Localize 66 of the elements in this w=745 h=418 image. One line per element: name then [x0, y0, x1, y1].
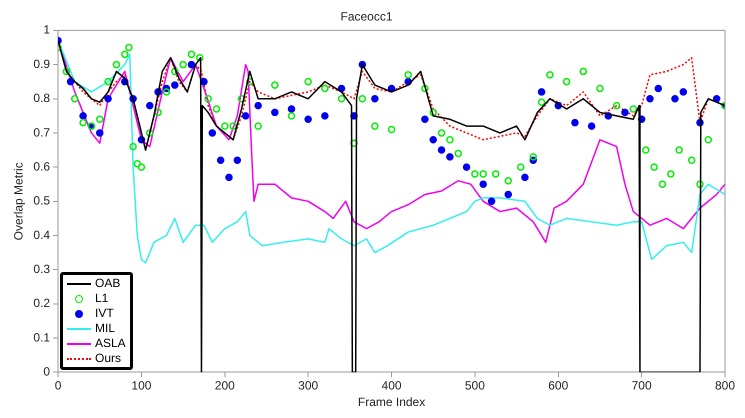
point: [504, 190, 512, 198]
point: [254, 102, 262, 110]
legend-label: IVT: [95, 306, 114, 321]
point: [712, 95, 720, 103]
point: [371, 95, 379, 103]
x-tick-label: 400: [382, 378, 402, 393]
point: [146, 102, 154, 110]
point: [438, 146, 446, 154]
point: [234, 156, 242, 164]
point: [421, 116, 429, 124]
point: [479, 180, 487, 188]
y-tick-label: 0.4: [33, 228, 50, 242]
point: [462, 163, 470, 171]
y-tick-label: 1: [43, 22, 50, 37]
point: [66, 78, 74, 86]
y-tick-label: 0.9: [33, 56, 50, 71]
point: [538, 88, 546, 96]
point: [654, 84, 662, 92]
point: [680, 88, 688, 96]
point: [304, 116, 312, 124]
y-tick-label: 0: [43, 364, 50, 379]
x-tick-label: 800: [714, 378, 736, 393]
x-axis-title: Frame Index: [358, 395, 426, 410]
y-tick-label: 0.8: [33, 91, 50, 106]
point: [429, 136, 437, 144]
point: [171, 81, 179, 89]
x-tick-label: 500: [464, 378, 486, 393]
point: [271, 108, 279, 116]
y-tick-label: 0.5: [33, 194, 50, 208]
x-tick-label: 600: [548, 378, 569, 393]
point: [188, 60, 196, 68]
point: [521, 174, 529, 182]
point: [79, 112, 87, 120]
point: [321, 112, 329, 120]
point: [208, 129, 216, 137]
x-tick-label: 0: [54, 378, 62, 393]
point: [646, 95, 654, 103]
point: [200, 78, 208, 86]
x-tick-label: 200: [214, 378, 236, 393]
y-tick-label: 0.3: [33, 262, 50, 276]
point: [588, 122, 596, 130]
point: [242, 112, 250, 120]
legend-label: MIL: [95, 321, 116, 336]
y-tick-label: 0.6: [33, 159, 50, 174]
point: [225, 174, 233, 182]
point: [571, 118, 579, 126]
y-tick-label: 0.7: [33, 125, 50, 140]
point: [621, 108, 629, 116]
x-tick-label: 100: [131, 378, 152, 393]
y-axis-title: Overlap Metric: [12, 162, 26, 240]
point: [288, 105, 296, 113]
point: [446, 153, 454, 161]
y-tick-label: 0.1: [33, 330, 50, 344]
legend-label: Ours: [95, 351, 122, 366]
point: [488, 198, 496, 206]
y-tick-label: 0.2: [33, 296, 50, 310]
point: [96, 129, 104, 137]
legend-label: ASLA: [95, 336, 126, 351]
chart-title: Faceocc1: [340, 10, 393, 24]
point: [216, 156, 224, 164]
x-tick-label: 300: [298, 378, 319, 393]
legend-label: OAB: [95, 276, 120, 291]
legend-label: L1: [95, 291, 108, 306]
point: [671, 95, 679, 103]
point: [104, 95, 112, 103]
x-tick-label: 700: [632, 378, 652, 393]
